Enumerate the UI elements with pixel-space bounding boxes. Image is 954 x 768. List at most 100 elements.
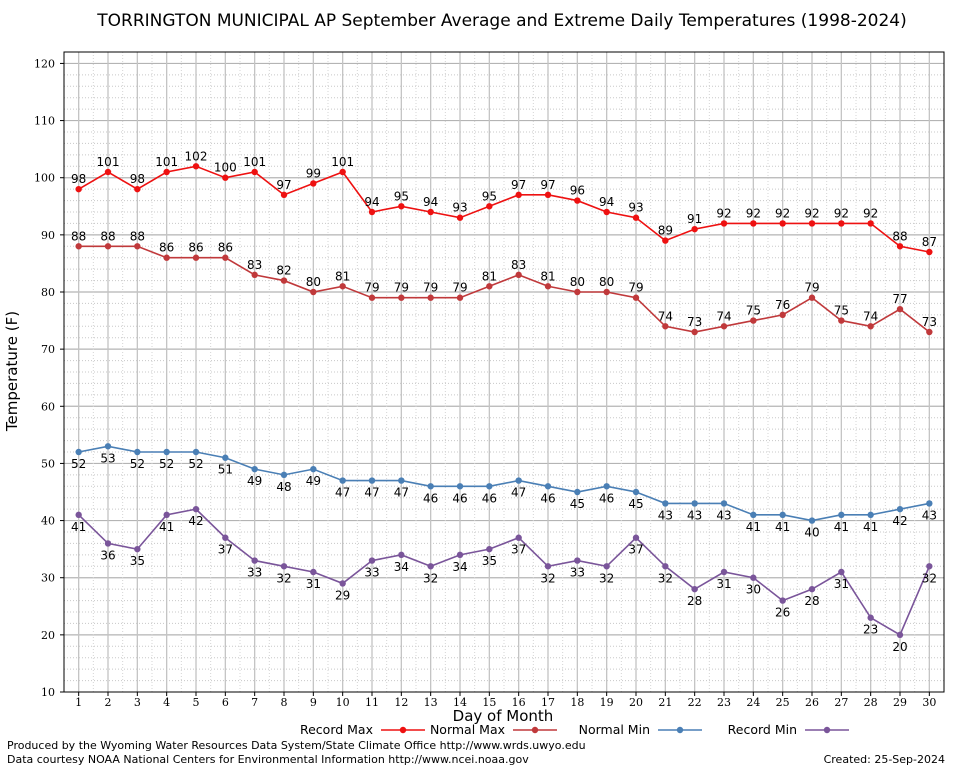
data-label: 45 (628, 497, 643, 511)
data-label: 80 (306, 275, 321, 289)
data-point (192, 448, 200, 456)
data-label: 80 (570, 275, 585, 289)
y-tick-label: 30 (41, 572, 55, 585)
data-label: 92 (716, 206, 731, 220)
y-tick-label: 110 (34, 115, 55, 128)
data-point (486, 203, 493, 210)
data-point (75, 448, 82, 456)
data-label: 93 (628, 201, 643, 215)
data-point (603, 208, 610, 216)
data-label: 74 (863, 309, 878, 323)
data-label: 79 (628, 281, 643, 295)
data-point (808, 585, 816, 593)
data-label: 37 (628, 543, 643, 557)
data-label: 43 (922, 508, 937, 522)
data-label: 79 (394, 281, 409, 295)
data-point (896, 631, 904, 639)
data-label: 89 (658, 224, 673, 238)
data-label: 52 (188, 457, 203, 471)
data-point (896, 243, 904, 250)
data-point (720, 323, 728, 330)
data-label: 34 (452, 560, 467, 574)
data-label: 32 (540, 571, 555, 585)
data-point (310, 465, 317, 473)
series-line-normal-min (78, 445, 930, 522)
data-label: 26 (775, 606, 790, 620)
data-point (544, 191, 552, 199)
series-normal-max: 88 88 88 86 86 86 83 82 80 81 79 79 79 79 81 83 81 80 80 79… (71, 229, 937, 336)
data-label: 95 (482, 189, 497, 203)
x-tick-label: 23 (717, 696, 731, 709)
data-point (632, 534, 640, 541)
data-point (368, 208, 376, 216)
data-label: 31 (716, 577, 731, 591)
data-label: 88 (71, 229, 86, 243)
data-point (163, 168, 170, 176)
data-point (515, 271, 522, 279)
data-point (808, 294, 816, 301)
data-point (544, 483, 552, 490)
x-tick-label: 24 (746, 696, 760, 709)
data-point (867, 323, 874, 330)
data-label: 49 (247, 474, 262, 488)
data-point (456, 551, 464, 559)
data-point (427, 563, 434, 570)
data-point (632, 294, 640, 301)
data-label: 46 (482, 491, 497, 505)
data-label: 101 (155, 155, 178, 169)
legend-label: Normal Min (579, 722, 650, 737)
data-label: 83 (247, 258, 262, 272)
data-label: 88 (130, 229, 145, 243)
data-label: 20 (892, 640, 907, 654)
data-label: 77 (892, 292, 907, 306)
legend-item-normal-min: Normal Min (579, 722, 702, 737)
data-label: 33 (247, 566, 262, 580)
data-label: 79 (804, 281, 819, 295)
data-label: 52 (130, 457, 145, 471)
data-label: 75 (746, 304, 761, 318)
x-tick-label: 9 (310, 696, 317, 709)
data-label: 46 (452, 491, 467, 505)
data-label: 52 (71, 457, 86, 471)
data-label: 98 (130, 172, 145, 186)
data-point (368, 557, 376, 564)
data-point (104, 540, 112, 547)
data-point (662, 323, 669, 330)
footer-courtesy: Data courtesy NOAA National Centers for … (7, 753, 529, 766)
data-point (163, 448, 170, 456)
data-point (398, 477, 405, 484)
data-point (720, 568, 728, 576)
x-tick-label: 5 (193, 696, 200, 709)
x-tick-label: 26 (805, 696, 819, 709)
y-tick-label: 60 (41, 400, 55, 413)
data-label: 32 (599, 571, 614, 585)
data-point (222, 174, 229, 181)
data-point (603, 288, 610, 296)
data-point (398, 551, 405, 559)
legend-marker (531, 726, 539, 734)
data-point (544, 283, 552, 290)
legend-item-record-min: Record Min (728, 722, 849, 737)
data-label: 31 (306, 577, 321, 591)
data-point (368, 477, 376, 484)
data-label: 33 (570, 566, 585, 580)
data-label: 28 (687, 594, 702, 608)
data-point (926, 563, 933, 570)
series-line-normal-max (78, 245, 930, 333)
data-label: 46 (423, 491, 438, 505)
legend-label: Record Max (300, 722, 373, 737)
data-label: 97 (276, 178, 291, 192)
x-tick-label: 29 (893, 696, 907, 709)
data-label: 32 (922, 571, 937, 585)
data-point (75, 185, 82, 193)
y-tick-label: 50 (41, 457, 55, 470)
x-tick-label: 20 (629, 696, 643, 709)
footer-produced-by: Produced by the Wyoming Water Resources … (7, 739, 586, 752)
data-label: 101 (243, 155, 266, 169)
data-point (750, 317, 757, 324)
data-point (662, 500, 669, 507)
x-tick-label: 16 (512, 696, 526, 709)
data-label: 33 (364, 566, 379, 580)
y-tick-label: 100 (34, 172, 55, 185)
legend-label: Record Min (728, 722, 797, 737)
